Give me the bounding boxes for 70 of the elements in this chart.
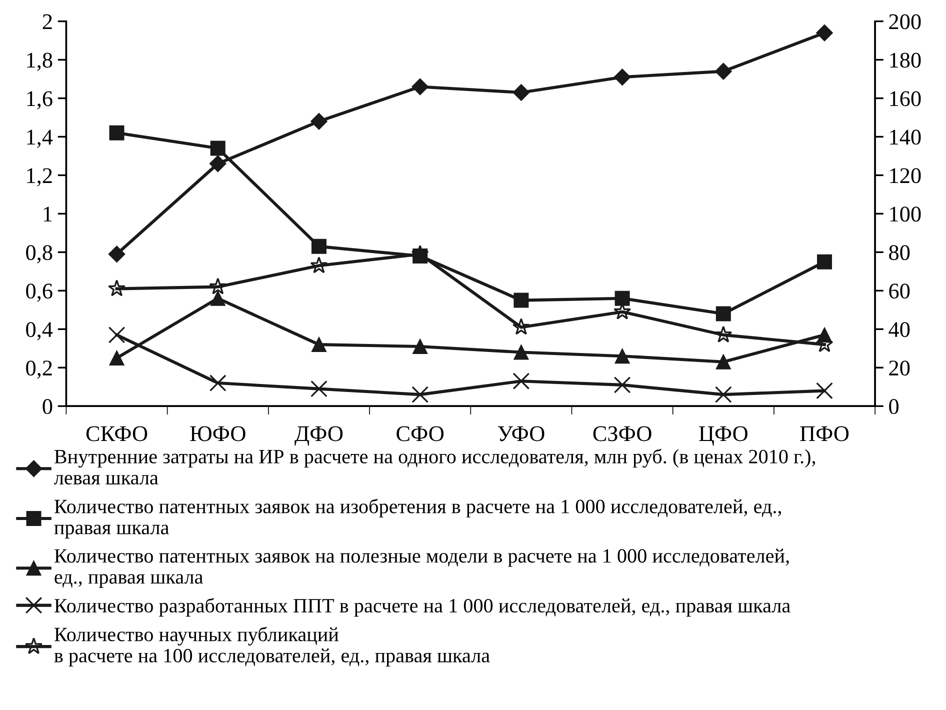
y-tick-label: 0,4 [26, 322, 53, 340]
point [816, 24, 833, 42]
point [816, 382, 833, 400]
y2-tick-label: 200 [889, 14, 921, 30]
point [412, 386, 429, 404]
point [209, 278, 227, 294]
legend-label: Количество научных публикаций в расчете на 100 исследователей, ед., правая шкала [54, 626, 490, 667]
y-tick-label: 1 [44, 206, 52, 222]
point [311, 337, 326, 352]
point [614, 68, 631, 86]
y2-tick-label: 20 [889, 360, 910, 376]
point [716, 354, 731, 370]
x-tick-label: СЗФО [593, 426, 652, 442]
point [210, 140, 226, 156]
legend-label: Количество разработанных ППТ в расчете на 1 000 исследователей, ед., правая шкала [54, 598, 790, 617]
y-tick-label: 1,4 [27, 130, 53, 148]
x-tick-label: ПФО [800, 426, 849, 442]
y-tick-label: 0,2 [26, 360, 52, 379]
y2-tick-label: 40 [888, 322, 910, 338]
point [311, 238, 326, 254]
point [714, 386, 732, 404]
y2-tick-label: 60 [889, 284, 910, 299]
point [614, 290, 630, 306]
point [310, 380, 328, 398]
x-tick-label: СФО [396, 426, 444, 442]
x-tick-label: ДФО [294, 426, 343, 446]
legend-label: Количество патентных заявок на изобретения в расчете на 1 000 исследователей, ед., правая шкала [54, 498, 782, 538]
point [209, 374, 226, 392]
point [310, 256, 328, 274]
y2-tick-label: 80 [889, 245, 910, 260]
y-tick-label: 0,8 [26, 245, 52, 264]
y-tick-label: 1,2 [27, 168, 52, 186]
point [108, 280, 126, 296]
y2-tick-label: 120 [890, 168, 921, 184]
point [614, 376, 631, 394]
point [714, 62, 732, 80]
y-tick-label: 1,6 [27, 91, 52, 110]
y2-tick-label: 180 [890, 52, 921, 68]
y2-tick-label: 100 [890, 206, 921, 222]
x-tick-label: СКФО [86, 426, 148, 442]
y2-tick-label: 160 [890, 91, 921, 106]
y2-tick-label: 140 [890, 130, 921, 145]
point [512, 318, 530, 335]
y-tick-label: 0 [42, 399, 52, 414]
y2-tick-label: 0 [889, 399, 899, 414]
point [512, 372, 530, 390]
point [210, 290, 226, 306]
point [412, 78, 428, 96]
point [108, 326, 126, 344]
point [209, 155, 226, 172]
legend-label: Внутренние затраты на ИР в расчете на одного исследователя, млн руб. (в ценах 2010 г.), левая шкала [54, 448, 816, 485]
point [512, 84, 530, 101]
point [514, 292, 529, 308]
point [817, 254, 832, 270]
point [614, 348, 630, 364]
point [714, 326, 732, 343]
y-tick-label: 0,6 [26, 284, 52, 302]
legend-label: Количество патентных заявок на полезные модели в расчете на 1 000 исследователей, ед., правая шкала [54, 548, 789, 588]
point [412, 338, 428, 354]
x-tick-label: ЦФО [699, 426, 748, 446]
point [109, 125, 124, 140]
point [514, 344, 529, 360]
x-tick-label: ЮФО [190, 426, 246, 442]
point [108, 246, 126, 263]
point [310, 112, 328, 130]
point [109, 350, 124, 366]
y-tick-label: 1,8 [27, 52, 52, 71]
x-tick-label: УФО [498, 426, 544, 442]
y-tick-label: 2 [42, 14, 52, 30]
point [716, 306, 731, 322]
